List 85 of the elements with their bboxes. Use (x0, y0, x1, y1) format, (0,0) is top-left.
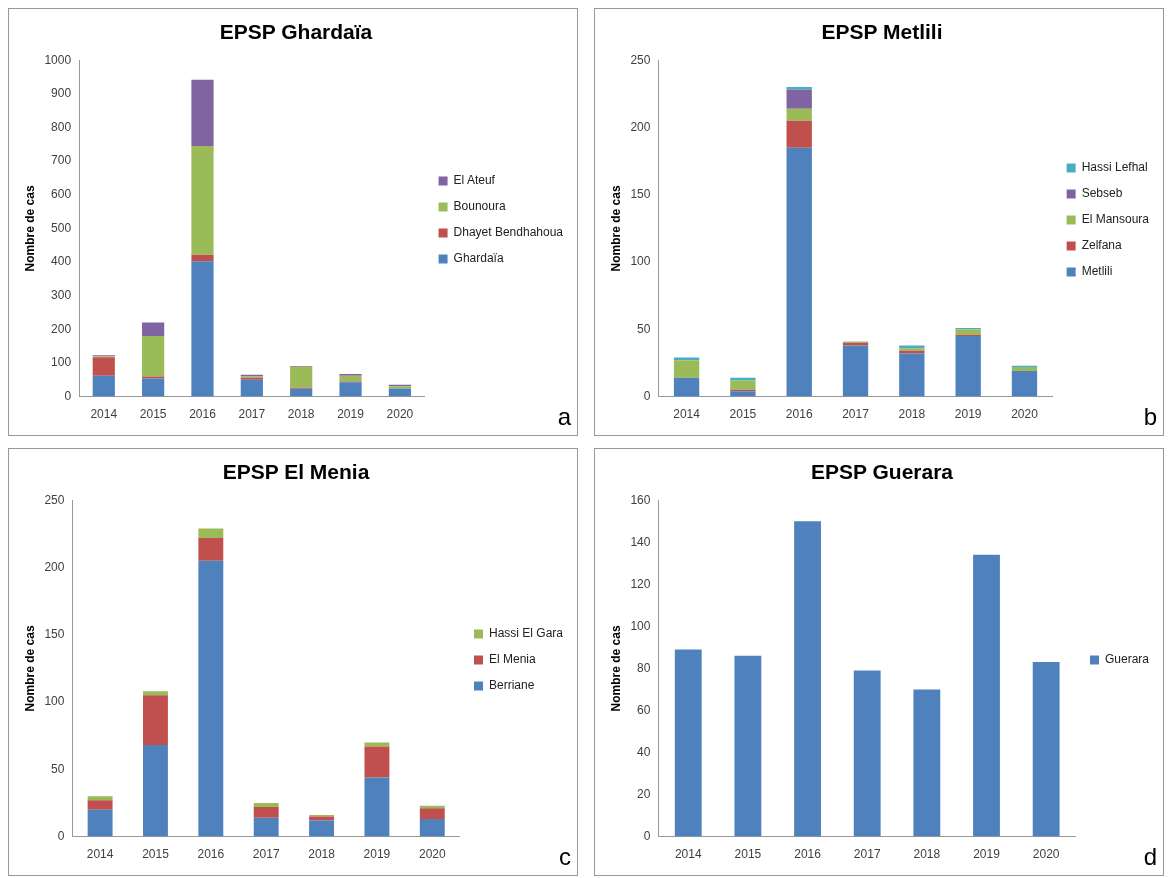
y-tick-label: 0 (57, 828, 65, 843)
legend-label: Hassi Lefhal (1081, 160, 1148, 175)
y-tick-label: 120 (630, 576, 651, 591)
text: a (557, 403, 571, 431)
y-tick-label: 40 (637, 744, 651, 759)
y-tick-label: 60 (637, 702, 651, 717)
x-tick-label: 2018 (913, 847, 941, 862)
x-tick-label: 2016 (785, 407, 813, 422)
y-tick-label: 500 (51, 220, 72, 235)
x-tick-label: 2020 (418, 847, 446, 862)
x-tick-label: 2016 (189, 407, 217, 422)
x-tick-label: 2014 (674, 847, 702, 862)
y-tick-label: 800 (51, 119, 72, 134)
x-tick-label: 2018 (287, 407, 315, 422)
y-tick-label: 600 (51, 187, 72, 202)
y-tick-label: 250 (630, 52, 651, 67)
legend-label: Ghardaïa (453, 251, 504, 266)
x-tick-label: 2019 (954, 407, 982, 422)
x-tick-label: 2016 (197, 847, 225, 862)
legend-label: Zelfana (1081, 238, 1122, 253)
x-tick-label: 2019 (973, 847, 1001, 862)
x-tick-label: 2015 (142, 847, 170, 862)
y-tick-label: 50 (637, 321, 651, 336)
y-tick-label: 80 (637, 660, 651, 675)
y-tick-label: 400 (51, 254, 72, 269)
y-tick-label: 200 (44, 559, 65, 574)
y-tick-label: 50 (51, 761, 65, 776)
legend-label: Bounoura (453, 199, 506, 214)
legend-label: Sebseb (1081, 186, 1123, 201)
x-tick-label: 2015 (139, 407, 167, 422)
text: c (559, 843, 571, 871)
x-tick-label: 2016 (794, 847, 822, 862)
x-tick-label: 2020 (386, 407, 414, 422)
y-tick-label: 1000 (44, 52, 72, 67)
y-axis-title: Nombre de cas (608, 625, 623, 712)
legend-label: Metlili (1081, 264, 1113, 279)
x-tick-label: 2017 (842, 407, 870, 422)
y-tick-label: 0 (643, 388, 651, 403)
x-tick-label: 2014 (86, 847, 114, 862)
x-tick-label: 2020 (1032, 847, 1060, 862)
y-tick-label: 200 (630, 119, 651, 134)
y-tick-label: 200 (51, 321, 72, 336)
text: d (1143, 843, 1157, 871)
y-tick-label: 700 (51, 153, 72, 168)
x-tick-label: 2019 (337, 407, 365, 422)
y-tick-label: 140 (630, 534, 651, 549)
y-axis-title: Nombre de cas (22, 625, 37, 712)
y-axis-title: Nombre de cas (22, 185, 37, 272)
y-tick-label: 100 (630, 254, 651, 269)
x-tick-label: 2017 (252, 847, 280, 862)
chart-title: EPSP Ghardaïa (219, 20, 373, 44)
legend-label: Dhayet Bendhahoua (453, 225, 564, 240)
y-tick-label: 160 (630, 492, 651, 507)
y-tick-label: 100 (44, 694, 65, 709)
x-tick-label: 2015 (734, 847, 762, 862)
chart-title: EPSP Metlili (821, 20, 943, 44)
x-tick-label: 2014 (673, 407, 701, 422)
legend-label: Hassi El Gara (488, 626, 564, 641)
legend-label: El Menia (488, 652, 536, 667)
x-tick-label: 2018 (898, 407, 926, 422)
y-tick-label: 0 (643, 828, 651, 843)
y-tick-label: 900 (51, 86, 72, 101)
x-tick-label: 2015 (729, 407, 757, 422)
y-tick-label: 250 (44, 492, 65, 507)
y-tick-label: 150 (630, 187, 651, 202)
legend-label: El Ateuf (453, 173, 496, 188)
text: b (1143, 403, 1157, 431)
legend-label: Berriane (488, 678, 535, 693)
y-tick-label: 0 (64, 388, 72, 403)
y-tick-label: 100 (51, 355, 72, 370)
x-tick-label: 2014 (90, 407, 118, 422)
x-tick-label: 2018 (308, 847, 336, 862)
y-axis-title: Nombre de cas (608, 185, 623, 272)
chart-title: EPSP Guerara (810, 460, 954, 484)
chart-title: EPSP El Menia (222, 460, 370, 484)
x-tick-label: 2019 (363, 847, 391, 862)
y-tick-label: 300 (51, 287, 72, 302)
x-tick-label: 2020 (1011, 407, 1039, 422)
x-tick-label: 2017 (853, 847, 881, 862)
y-tick-label: 20 (637, 786, 651, 801)
y-tick-label: 150 (44, 627, 65, 642)
legend-label: Guerara (1104, 652, 1150, 667)
legend-label: El Mansoura (1081, 212, 1150, 227)
x-tick-label: 2017 (238, 407, 266, 422)
y-tick-label: 100 (630, 618, 651, 633)
